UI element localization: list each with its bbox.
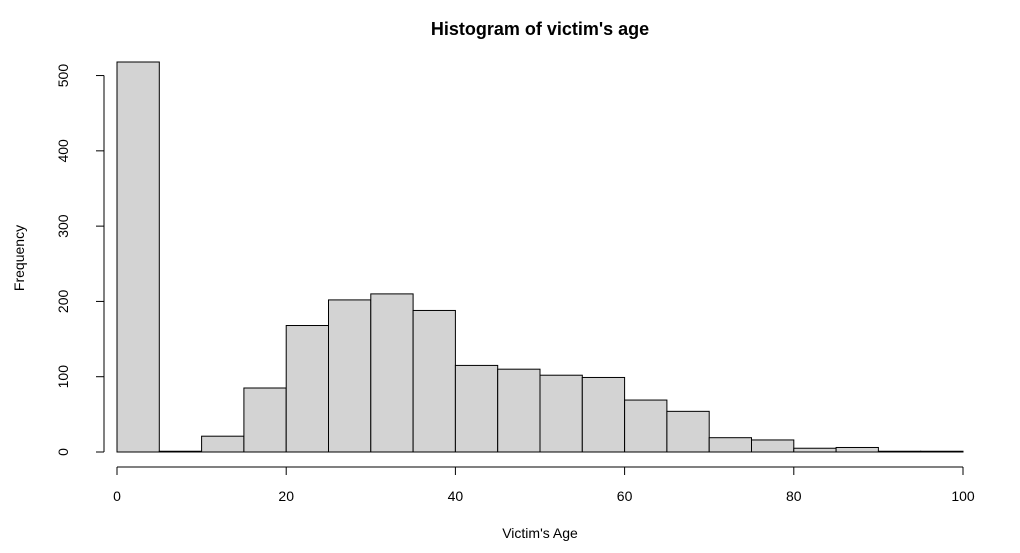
histogram-bar-40-45 xyxy=(454,364,499,453)
y-tick-label-300: 300 xyxy=(55,214,71,238)
x-tick-label-100: 100 xyxy=(951,488,975,504)
histogram-bar-80-85 xyxy=(793,447,837,453)
histogram-bar-45-50 xyxy=(497,368,541,453)
histogram-bar-20-25 xyxy=(285,325,330,453)
y-tick-label-400: 400 xyxy=(55,139,71,163)
y-tick-label-500: 500 xyxy=(55,64,71,88)
histogram-bar-60-65 xyxy=(624,399,668,453)
histogram-bar-5-10 xyxy=(158,450,203,453)
x-axis: 0 20 40 60 80 100 xyxy=(113,466,975,504)
x-tick-label-60: 60 xyxy=(617,488,633,504)
histogram-bar-75-80 xyxy=(751,439,795,453)
x-tick-label-80: 80 xyxy=(786,488,802,504)
histogram-bar-55-60 xyxy=(581,376,626,453)
histogram-bar-65-70 xyxy=(666,410,710,453)
bars-group xyxy=(116,61,964,453)
y-axis-label: Frequency xyxy=(11,225,27,291)
histogram-bar-10-15 xyxy=(201,435,245,453)
histogram-bar-30-35 xyxy=(370,293,414,453)
histogram-bar-95-100 xyxy=(920,450,964,453)
x-tick-label-0: 0 xyxy=(113,488,121,504)
y-tick-label-0: 0 xyxy=(55,448,71,456)
histogram-bar-35-40 xyxy=(412,309,456,453)
x-axis-label: Victim's Age xyxy=(502,525,578,541)
histogram-bar-15-20 xyxy=(243,387,287,453)
y-tick-label-100: 100 xyxy=(55,365,71,389)
y-tick-label-200: 200 xyxy=(55,290,71,314)
histogram-bar-0-5 xyxy=(116,61,160,453)
histogram-bar-50-55 xyxy=(539,374,583,453)
x-tick-label-40: 40 xyxy=(448,488,464,504)
histogram-bar-70-75 xyxy=(708,437,753,453)
chart-title: Histogram of victim's age xyxy=(431,19,649,39)
histogram-bar-85-90 xyxy=(835,446,879,453)
x-tick-label-20: 20 xyxy=(278,488,294,504)
histogram-bar-25-30 xyxy=(328,299,372,453)
histogram-bar-90-95 xyxy=(877,450,922,453)
y-axis: 0 100 200 300 400 500 xyxy=(55,64,105,456)
